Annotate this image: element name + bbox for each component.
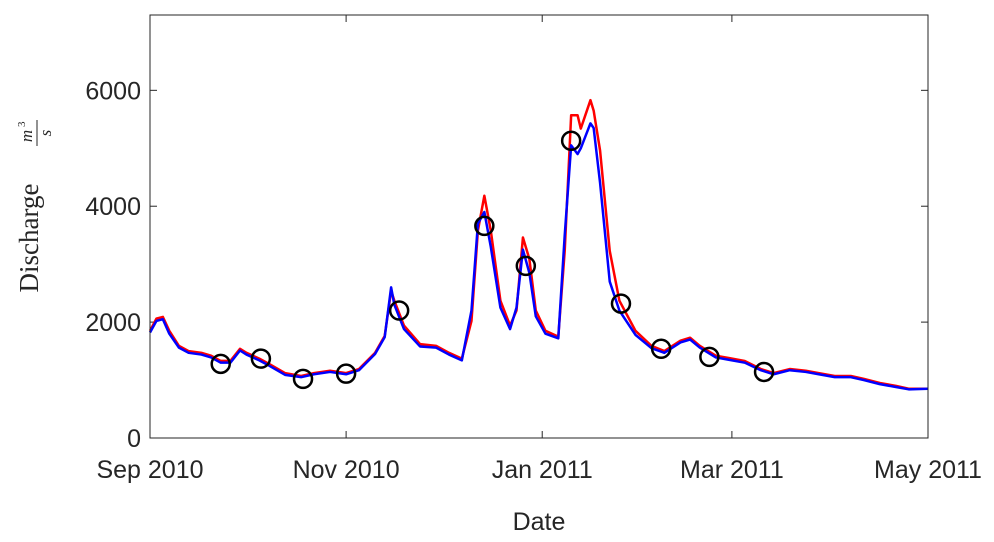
marker: [610, 293, 632, 314]
x-tick-label: May 2011: [874, 456, 982, 484]
y-tick-label: 0: [127, 425, 141, 453]
marker: [292, 368, 314, 390]
marker: [753, 361, 775, 383]
x-tick-label: Nov 2010: [293, 456, 400, 484]
y-tick-label: 2000: [85, 309, 141, 337]
data-line: [148, 98, 928, 390]
marker: [560, 130, 582, 151]
y-tick-label: 4000: [85, 193, 141, 221]
marker: [250, 348, 272, 369]
x-tick-label: Mar 2011: [680, 456, 784, 484]
marker: [699, 346, 720, 368]
x-tick-label: Sep 2010: [96, 456, 203, 484]
y-unit-exponent: 3: [16, 121, 28, 127]
y-unit-denominator: s: [36, 129, 55, 136]
data-line: [148, 122, 929, 391]
x-tick-label: Jan 2011: [492, 456, 593, 484]
y-tick-label: 6000: [85, 77, 141, 105]
marker: [388, 300, 410, 321]
x-axis-label: Date: [513, 508, 566, 536]
marker: [650, 338, 672, 360]
marker: [515, 255, 537, 277]
y-axis-label: Discharge: [14, 184, 44, 293]
marker: [474, 215, 495, 237]
marker: [335, 363, 357, 384]
plot-frame: [149, 14, 929, 439]
marker: [210, 353, 231, 375]
y-unit-numerator: m: [17, 130, 36, 142]
